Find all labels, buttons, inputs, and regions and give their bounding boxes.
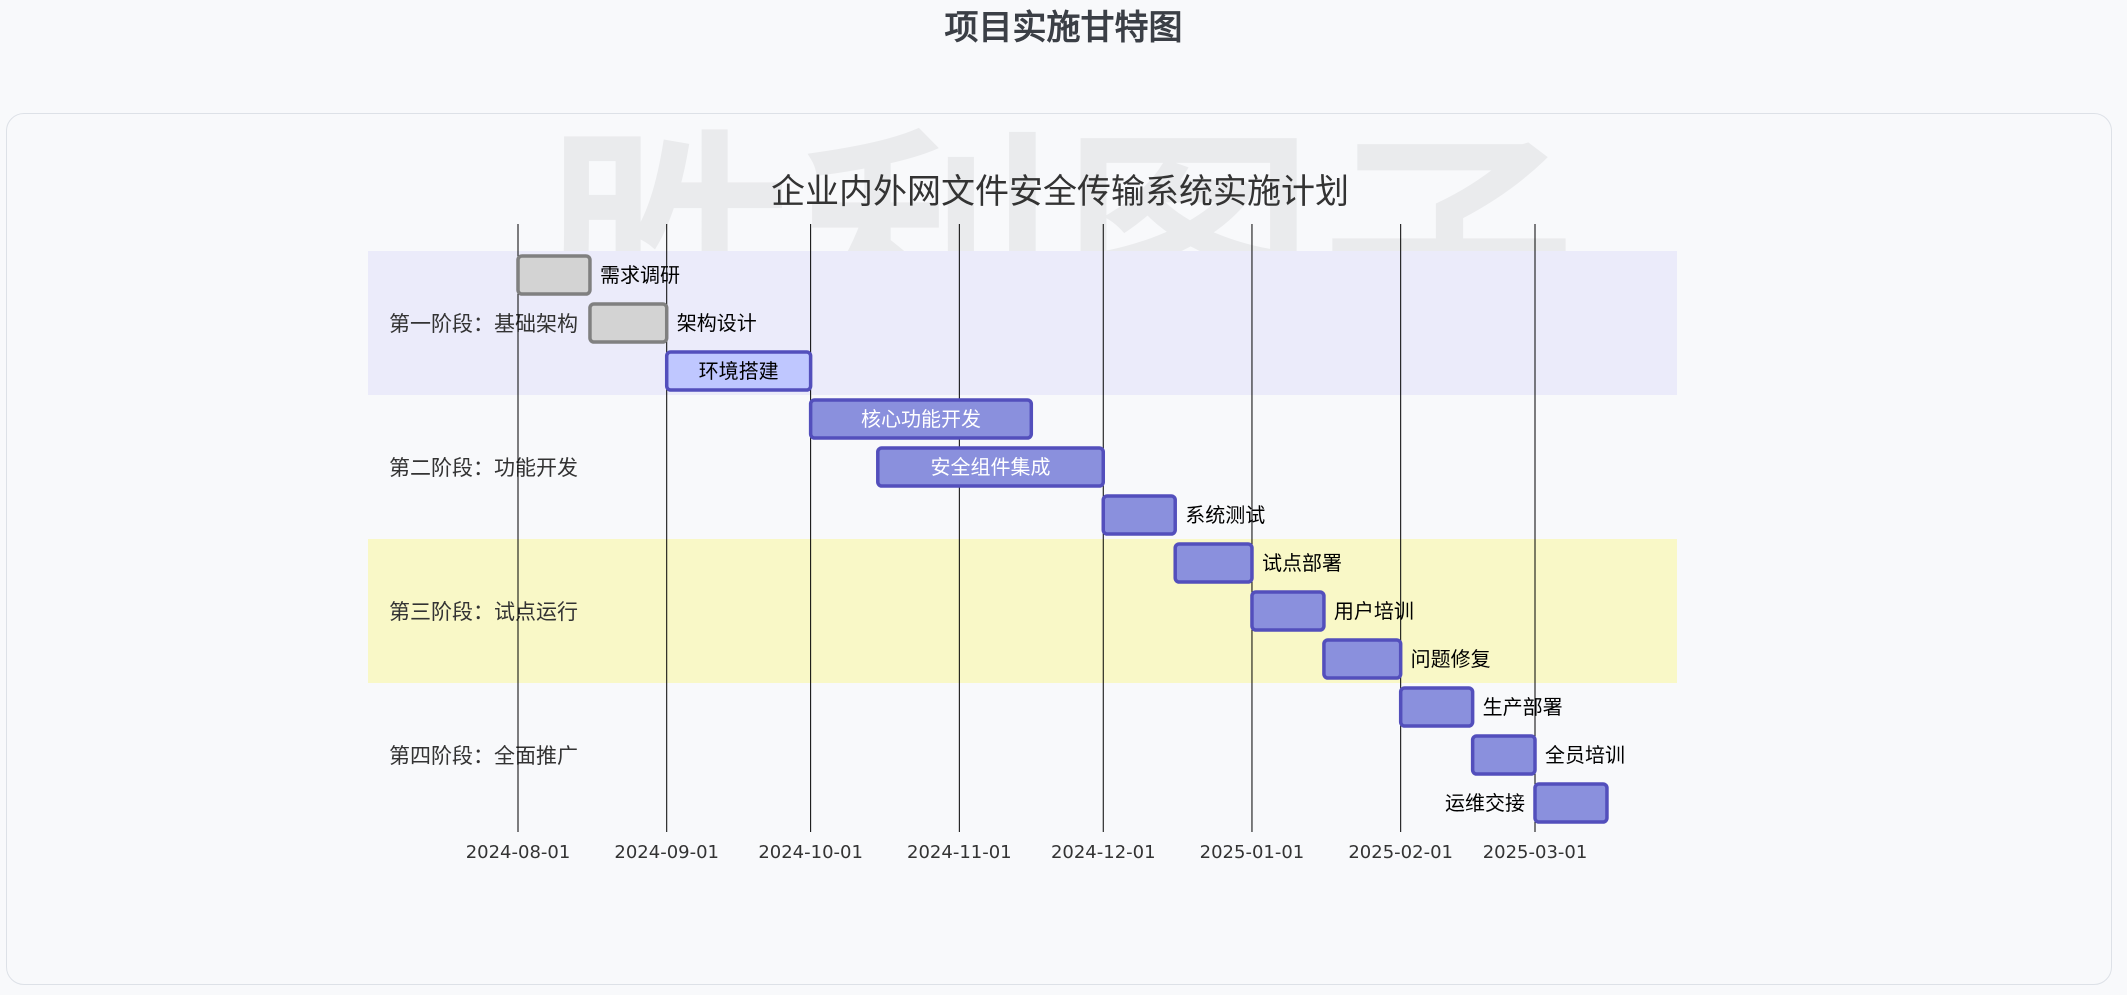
task-label: 生产部署 [1483,695,1563,719]
chart-title: 企业内外网文件安全传输系统实施计划 [771,172,1349,212]
task-bar [1101,494,1177,536]
section-label: 第四阶段：全面推广 [389,744,578,768]
task-label: 环境搭建 [699,359,779,383]
x-tick-label: 2025-02-01 [1348,842,1453,863]
x-tick-label: 2024-11-01 [907,842,1012,863]
task-bar [1470,734,1537,776]
task-bar [516,254,592,296]
task-bar [1250,590,1326,632]
task-label: 架构设计 [677,311,757,335]
task-bars: 需求调研架构设计环境搭建核心功能开发安全组件集成系统测试试点部署用户培训问题修复… [516,254,1625,824]
x-tick-label: 2025-01-01 [1200,842,1305,863]
task-label: 需求调研 [600,263,680,287]
x-axis-ticks: 2024-08-01 2024-09-01 2024-10-01 2024-11-01… [466,842,1588,863]
task-bar [876,446,1106,488]
task-label: 试点部署 [1262,551,1342,575]
section-label: 第二阶段：功能开发 [389,456,578,480]
task-bar [664,350,813,392]
task-label: 系统测试 [1185,503,1265,527]
task-label: 运维交接 [1445,791,1525,815]
task-bar [1322,638,1403,680]
x-tick-label: 2025-03-01 [1483,842,1588,863]
task-bar [1173,542,1254,584]
section-label: 第三阶段：试点运行 [389,600,578,624]
x-tick-label: 2024-12-01 [1051,842,1156,863]
task-bar [808,398,1034,440]
task-bar [1398,686,1475,728]
task-label: 用户培训 [1334,599,1414,623]
task-label: 全员培训 [1545,743,1625,767]
task-label: 安全组件集成 [931,455,1051,479]
task-bar [1533,782,1609,824]
task-bar [588,302,669,344]
page-title: 项目实施甘特图 [944,8,1183,48]
section-band [368,539,1677,683]
x-tick-label: 2024-08-01 [466,842,571,863]
x-tick-label: 2024-10-01 [758,842,863,863]
x-tick-label: 2024-09-01 [614,842,719,863]
task-label: 核心功能开发 [861,407,981,431]
task-label: 问题修复 [1411,647,1491,671]
section-label: 第一阶段：基础架构 [389,312,578,336]
